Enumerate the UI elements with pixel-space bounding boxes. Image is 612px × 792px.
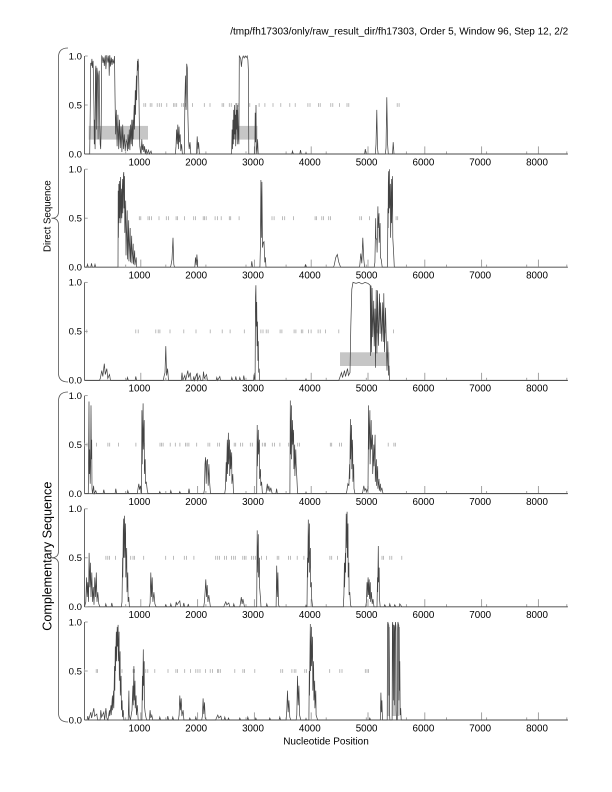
svg-text:0.5: 0.5 (69, 214, 82, 225)
svg-text:5000: 5000 (356, 497, 378, 508)
svg-text:1.0: 1.0 (69, 165, 82, 176)
svg-text:7000: 7000 (469, 384, 491, 395)
svg-text:6000: 6000 (413, 497, 435, 508)
svg-text:0.5: 0.5 (69, 666, 82, 677)
svg-text:3000: 3000 (242, 157, 264, 168)
svg-text:7000: 7000 (469, 497, 491, 508)
svg-text:3000: 3000 (242, 497, 264, 508)
svg-text:/tmp/fh17303/only/raw_result_d: /tmp/fh17303/only/raw_result_dir/fh17303… (230, 26, 568, 37)
svg-text:2000: 2000 (185, 723, 207, 734)
svg-text:0.0: 0.0 (69, 149, 82, 160)
svg-text:1.0: 1.0 (69, 617, 82, 628)
svg-text:1000: 1000 (129, 610, 151, 621)
svg-text:1.0: 1.0 (69, 391, 82, 402)
svg-text:7000: 7000 (469, 610, 491, 621)
svg-text:4000: 4000 (299, 497, 321, 508)
svg-text:Complementary Sequence: Complementary Sequence (41, 482, 55, 631)
svg-text:0.5: 0.5 (69, 100, 82, 111)
svg-text:3000: 3000 (242, 723, 264, 734)
svg-text:3000: 3000 (242, 384, 264, 395)
svg-text:8000: 8000 (526, 384, 548, 395)
svg-text:4000: 4000 (299, 384, 321, 395)
svg-text:Nucleotide Position: Nucleotide Position (283, 737, 369, 748)
svg-text:6000: 6000 (413, 723, 435, 734)
svg-text:4000: 4000 (299, 610, 321, 621)
svg-text:2000: 2000 (185, 384, 207, 395)
svg-text:2000: 2000 (185, 497, 207, 508)
svg-text:3000: 3000 (242, 271, 264, 282)
svg-text:4000: 4000 (299, 271, 321, 282)
svg-text:8000: 8000 (526, 610, 548, 621)
svg-text:8000: 8000 (526, 723, 548, 734)
svg-text:1.0: 1.0 (69, 51, 82, 62)
svg-text:6000: 6000 (413, 157, 435, 168)
svg-text:7000: 7000 (469, 157, 491, 168)
svg-text:1000: 1000 (129, 497, 151, 508)
svg-text:1000: 1000 (129, 723, 151, 734)
svg-text:0.0: 0.0 (69, 263, 82, 274)
svg-text:0.0: 0.0 (69, 376, 82, 387)
svg-text:0.0: 0.0 (69, 715, 82, 726)
svg-text:1.0: 1.0 (69, 504, 82, 515)
svg-text:8000: 8000 (526, 497, 548, 508)
svg-text:5000: 5000 (356, 271, 378, 282)
svg-text:4000: 4000 (299, 723, 321, 734)
svg-text:8000: 8000 (526, 271, 548, 282)
svg-text:0.5: 0.5 (69, 327, 82, 338)
svg-text:0.0: 0.0 (69, 602, 82, 613)
svg-text:6000: 6000 (413, 610, 435, 621)
svg-text:6000: 6000 (413, 271, 435, 282)
svg-text:2000: 2000 (185, 271, 207, 282)
svg-text:1000: 1000 (129, 157, 151, 168)
svg-text:5000: 5000 (356, 610, 378, 621)
svg-text:Direct Sequence: Direct Sequence (42, 180, 53, 252)
svg-text:7000: 7000 (469, 271, 491, 282)
svg-text:1000: 1000 (129, 271, 151, 282)
svg-text:2000: 2000 (185, 157, 207, 168)
svg-text:0.0: 0.0 (69, 489, 82, 500)
svg-text:5000: 5000 (356, 384, 378, 395)
svg-text:8000: 8000 (526, 157, 548, 168)
svg-text:5000: 5000 (356, 157, 378, 168)
svg-text:4000: 4000 (299, 157, 321, 168)
svg-text:6000: 6000 (413, 384, 435, 395)
svg-text:0.5: 0.5 (69, 553, 82, 564)
svg-text:5000: 5000 (356, 723, 378, 734)
svg-text:1.0: 1.0 (69, 278, 82, 289)
svg-text:3000: 3000 (242, 610, 264, 621)
svg-text:1000: 1000 (129, 384, 151, 395)
svg-text:7000: 7000 (469, 723, 491, 734)
svg-text:2000: 2000 (185, 610, 207, 621)
svg-text:0.5: 0.5 (69, 440, 82, 451)
